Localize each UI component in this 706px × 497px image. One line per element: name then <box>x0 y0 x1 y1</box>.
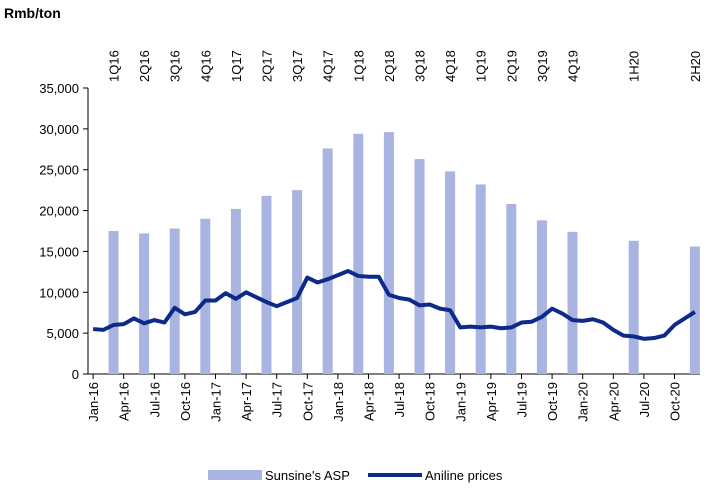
x-tick-label: Jan-19 <box>453 382 468 422</box>
line <box>92 269 696 341</box>
top-tick-label: 2Q16 <box>137 50 152 82</box>
top-tick-label: 1Q19 <box>474 50 489 82</box>
y-tick-label: 30,000 <box>39 122 79 137</box>
x-tick-label: Jul-16 <box>147 382 162 417</box>
legend-label: Sunsine's ASP <box>265 468 350 483</box>
bar <box>414 159 425 374</box>
x-tick-label: Jan-18 <box>331 382 346 422</box>
top-tick-label: 3Q18 <box>413 50 428 82</box>
legend-swatch <box>208 470 262 480</box>
x-tick-label: Oct-18 <box>423 382 438 421</box>
bar <box>506 204 517 374</box>
x-tick-label: Jul-20 <box>637 382 652 417</box>
top-tick-label: 1Q18 <box>351 50 366 82</box>
y-axis-label: Rmb/ton <box>4 5 61 21</box>
top-tick-label: 3Q16 <box>168 50 183 82</box>
bar <box>628 240 639 374</box>
bar <box>108 231 119 374</box>
x-tick-label: Oct-20 <box>668 382 683 421</box>
y-tick-label: 35,000 <box>39 81 79 96</box>
top-tick-label: 3Q19 <box>535 50 550 82</box>
top-tick-label: 2Q19 <box>504 50 519 82</box>
x-tick-label: Apr-18 <box>362 382 377 421</box>
top-tick-label: 1Q16 <box>107 50 122 82</box>
legend-label: Aniline prices <box>425 468 503 483</box>
bar <box>383 132 394 374</box>
bar <box>292 190 303 374</box>
y-tick-label: 0 <box>72 367 79 382</box>
bar <box>536 220 547 374</box>
top-tick-label: 2Q17 <box>260 50 275 82</box>
top-tick-label: 1H20 <box>627 51 642 82</box>
x-tick-label: Oct-16 <box>178 382 193 421</box>
x-tick-label: Apr-20 <box>606 382 621 421</box>
top-tick-label: 4Q19 <box>566 50 581 82</box>
bar <box>353 133 364 374</box>
y-tick-label: 15,000 <box>39 244 79 259</box>
y-tick-label: 25,000 <box>39 163 79 178</box>
top-tick-label: 2H20 <box>688 51 703 82</box>
top-tick-label: 2Q18 <box>382 50 397 82</box>
bar <box>322 148 333 374</box>
x-tick-label: Oct-17 <box>300 382 315 421</box>
bar <box>475 184 486 374</box>
bar <box>567 231 578 374</box>
x-tick-label: Apr-16 <box>117 382 132 421</box>
top-tick-label: 4Q16 <box>198 50 213 82</box>
x-tick-label: Apr-17 <box>239 382 254 421</box>
x-tick-label: Jul-17 <box>270 382 285 417</box>
x-tick-label: Jan-20 <box>576 382 591 422</box>
x-tick-label: Jul-19 <box>515 382 530 417</box>
top-tick-label: 4Q18 <box>443 50 458 82</box>
x-tick-label: Jul-18 <box>392 382 407 417</box>
y-tick-label: 10,000 <box>39 285 79 300</box>
bar <box>689 246 700 374</box>
top-tick-label: 4Q17 <box>321 50 336 82</box>
top-tick-label: 3Q17 <box>290 50 305 82</box>
y-tick-label: 5,000 <box>46 326 79 341</box>
bar <box>200 218 211 374</box>
bar <box>230 208 241 374</box>
bar <box>261 195 272 374</box>
x-tick-label: Oct-19 <box>545 382 560 421</box>
x-tick-label: Jan-17 <box>209 382 224 422</box>
y-tick-label: 20,000 <box>39 204 79 219</box>
top-tick-label: 1Q17 <box>229 50 244 82</box>
bar <box>169 228 180 374</box>
x-tick-label: Jan-16 <box>86 382 101 422</box>
bar <box>139 233 150 374</box>
x-tick-label: Apr-19 <box>484 382 499 421</box>
bar <box>445 171 456 374</box>
